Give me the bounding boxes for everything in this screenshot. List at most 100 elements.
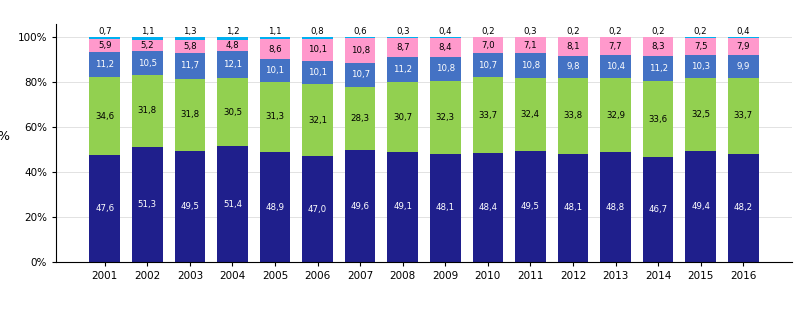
Bar — [642, 37, 674, 38]
Bar — [90, 37, 120, 39]
Text: 31,8: 31,8 — [138, 106, 157, 115]
Bar — [515, 151, 546, 262]
Text: 1,1: 1,1 — [268, 27, 282, 36]
Text: 8,7: 8,7 — [396, 43, 410, 52]
Text: 11,7: 11,7 — [180, 61, 199, 71]
Y-axis label: %: % — [0, 130, 10, 143]
Bar — [260, 40, 290, 59]
Bar — [260, 152, 290, 262]
Bar — [174, 37, 206, 40]
Text: 10,7: 10,7 — [478, 61, 498, 70]
Text: 4,8: 4,8 — [226, 41, 239, 50]
Bar — [217, 78, 248, 146]
Bar — [217, 37, 248, 40]
Bar — [473, 38, 503, 53]
Text: 11,2: 11,2 — [649, 64, 668, 73]
Text: 34,6: 34,6 — [95, 112, 114, 121]
Bar — [473, 77, 503, 153]
Text: 49,5: 49,5 — [521, 202, 540, 211]
Bar — [558, 37, 588, 38]
Bar — [728, 154, 758, 262]
Bar — [302, 61, 333, 84]
Text: 8,4: 8,4 — [438, 43, 452, 52]
Bar — [90, 39, 120, 52]
Bar — [642, 38, 674, 56]
Bar — [686, 151, 716, 262]
Bar — [132, 40, 162, 51]
Bar — [600, 37, 631, 38]
Bar — [217, 146, 248, 262]
Bar — [473, 37, 503, 38]
Text: 9,9: 9,9 — [737, 62, 750, 71]
Text: 10,1: 10,1 — [266, 66, 285, 75]
Bar — [345, 38, 375, 63]
Text: 10,8: 10,8 — [521, 61, 540, 70]
Bar — [728, 38, 758, 55]
Bar — [174, 79, 206, 151]
Text: 32,3: 32,3 — [436, 113, 455, 122]
Bar — [473, 53, 503, 77]
Text: 5,8: 5,8 — [183, 42, 197, 51]
Bar — [217, 40, 248, 50]
Bar — [90, 155, 120, 262]
Text: 0,2: 0,2 — [481, 27, 494, 36]
Text: 47,0: 47,0 — [308, 205, 327, 214]
Text: 32,1: 32,1 — [308, 116, 327, 125]
Bar — [260, 82, 290, 152]
Text: 1,2: 1,2 — [226, 27, 239, 36]
Text: 51,4: 51,4 — [223, 200, 242, 209]
Bar — [558, 56, 588, 78]
Text: 1,1: 1,1 — [141, 27, 154, 36]
Bar — [558, 38, 588, 56]
Bar — [387, 82, 418, 152]
Bar — [132, 37, 162, 40]
Bar — [473, 153, 503, 262]
Text: 0,4: 0,4 — [438, 27, 452, 36]
Bar — [686, 37, 716, 38]
Text: 0,2: 0,2 — [651, 27, 665, 36]
Bar — [686, 78, 716, 151]
Bar — [686, 38, 716, 54]
Text: 32,9: 32,9 — [606, 111, 625, 120]
Text: 10,3: 10,3 — [691, 62, 710, 71]
Text: 33,6: 33,6 — [649, 115, 668, 124]
Text: 5,9: 5,9 — [98, 41, 111, 50]
Text: 7,5: 7,5 — [694, 42, 707, 51]
Bar — [345, 63, 375, 87]
Text: 7,1: 7,1 — [523, 41, 538, 50]
Text: 7,9: 7,9 — [737, 42, 750, 51]
Bar — [642, 81, 674, 157]
Text: 11,2: 11,2 — [393, 66, 412, 74]
Bar — [600, 38, 631, 55]
Bar — [345, 37, 375, 38]
Text: 10,4: 10,4 — [606, 62, 625, 71]
Text: 11,2: 11,2 — [95, 60, 114, 69]
Bar — [387, 57, 418, 82]
Bar — [217, 50, 248, 78]
Bar — [515, 53, 546, 78]
Text: 48,9: 48,9 — [266, 203, 285, 212]
Bar — [728, 37, 758, 38]
Bar — [600, 55, 631, 78]
Bar — [558, 78, 588, 154]
Text: 10,8: 10,8 — [350, 46, 370, 55]
Text: 0,4: 0,4 — [737, 27, 750, 36]
Bar — [345, 87, 375, 151]
Text: 30,7: 30,7 — [393, 113, 412, 122]
Bar — [430, 81, 461, 154]
Bar — [686, 54, 716, 78]
Bar — [387, 38, 418, 57]
Bar — [642, 157, 674, 262]
Bar — [728, 55, 758, 78]
Bar — [132, 146, 162, 262]
Bar — [345, 151, 375, 262]
Text: 33,8: 33,8 — [563, 111, 582, 120]
Bar — [430, 38, 461, 57]
Bar — [174, 53, 206, 79]
Text: 0,2: 0,2 — [694, 27, 707, 36]
Bar — [90, 77, 120, 155]
Text: 49,4: 49,4 — [691, 202, 710, 211]
Text: 49,5: 49,5 — [181, 202, 199, 211]
Text: 10,1: 10,1 — [308, 45, 327, 54]
Text: 8,3: 8,3 — [651, 42, 665, 51]
